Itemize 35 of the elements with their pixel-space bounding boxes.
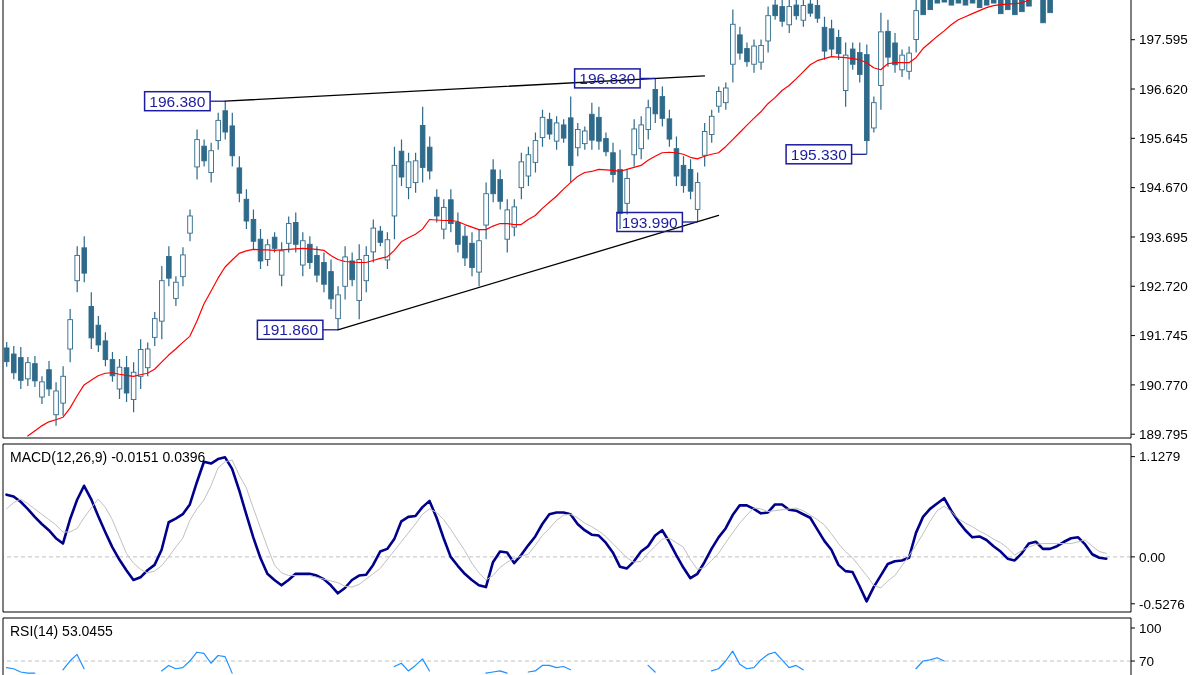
chart-title: RSI(14) 53.0455: [10, 623, 113, 639]
candlestick: [673, 135, 680, 187]
y-tick-label: 194.670: [1139, 180, 1188, 196]
y-tick-label: 0.00: [1139, 549, 1166, 565]
y-tick-label: 1.1279: [1139, 449, 1181, 465]
y-tick-label: 189.795: [1139, 427, 1188, 442]
candlestick: [821, 16, 828, 61]
annotation: 195.330: [790, 145, 848, 163]
candlestick: [166, 245, 172, 287]
candlestick: [243, 188, 250, 230]
y-tick-label: 195.645: [1139, 131, 1188, 147]
annotation: 193.990: [621, 213, 679, 231]
candlestick: [67, 308, 73, 363]
annotation: 191.860: [262, 321, 319, 339]
candlestick: [250, 208, 257, 250]
line-series: [27, 0, 1030, 437]
candlestick: [236, 155, 243, 203]
candlestick: [187, 208, 193, 242]
candlestick: [532, 131, 539, 174]
y-tick-label: 193.695: [1139, 229, 1188, 245]
y-tick-label: 70: [1139, 653, 1155, 669]
y-tick-label: 191.745: [1139, 328, 1188, 344]
candlestick: [278, 241, 285, 287]
y-tick-label: 190.770: [1139, 377, 1188, 393]
y-tick-label: -0.5276: [1139, 596, 1185, 612]
chart-title: MACD(12,26,9) -0.0151 0.0396: [10, 449, 206, 465]
candlestick: [391, 146, 398, 240]
candlestick: [173, 275, 179, 307]
annotation: 196.380: [149, 92, 206, 110]
y-tick-label: 197.595: [1139, 32, 1188, 48]
candlestick: [398, 138, 405, 187]
candlestick: [180, 246, 186, 287]
y-tick-label: 196.620: [1139, 81, 1188, 97]
y-tick-label: 192.720: [1139, 279, 1188, 295]
y-tick-label: 100: [1139, 620, 1162, 636]
